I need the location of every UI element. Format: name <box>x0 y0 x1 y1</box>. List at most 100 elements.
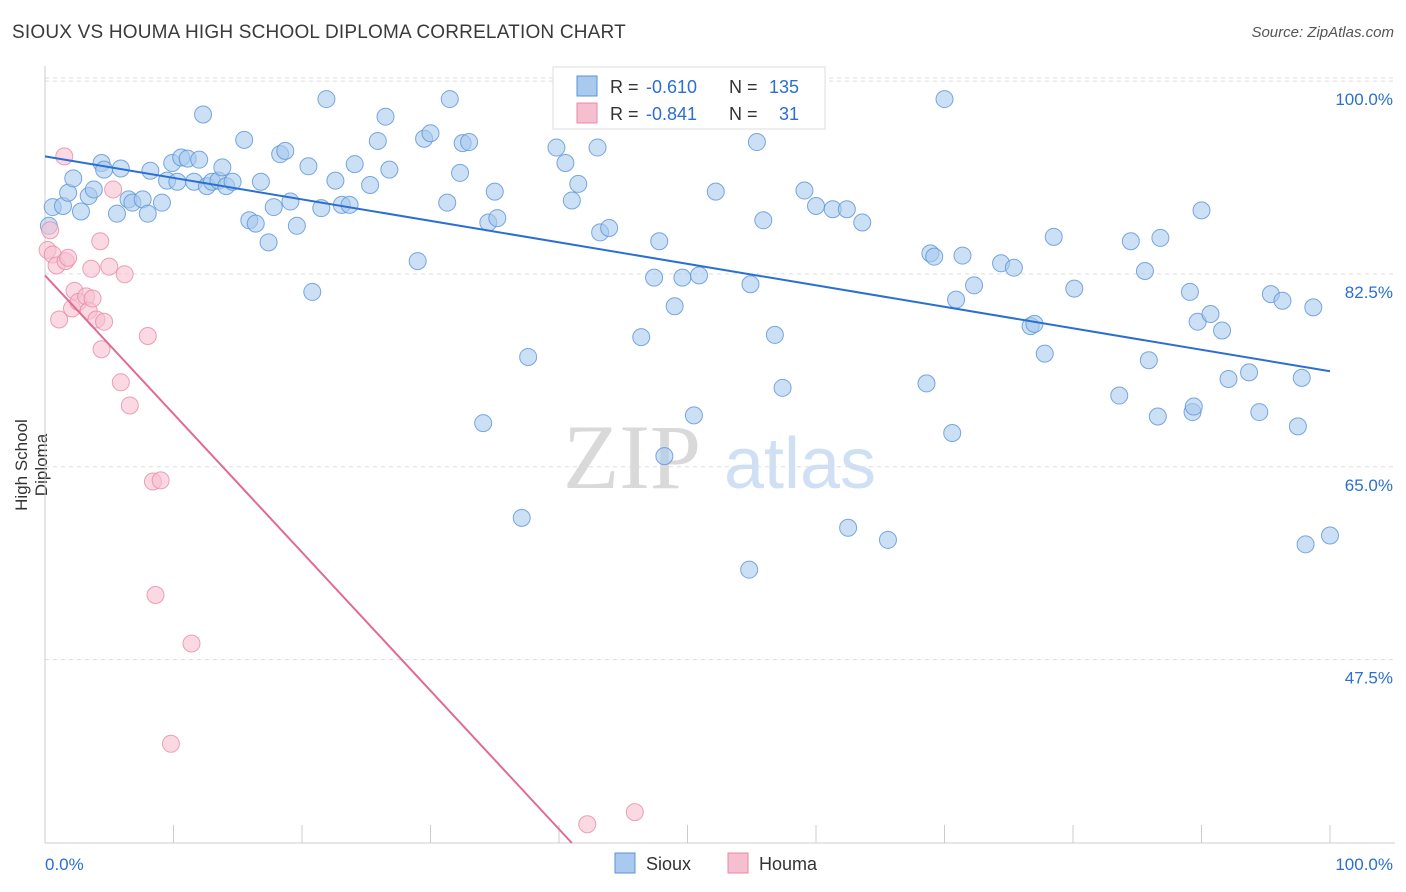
sioux-point <box>361 176 380 195</box>
sioux-point <box>556 153 575 172</box>
sioux-point <box>673 268 692 287</box>
houma-point <box>120 396 139 415</box>
houma-point <box>578 815 597 834</box>
sioux-point <box>690 266 709 285</box>
sioux-point <box>440 90 459 109</box>
sioux-point <box>264 198 283 217</box>
sioux-point <box>1321 526 1339 545</box>
sioux-point <box>488 209 507 228</box>
sioux-point <box>276 141 295 160</box>
sioux-point <box>421 124 440 143</box>
watermark-zip: ZIP <box>563 406 701 508</box>
houma-point <box>182 634 201 653</box>
sioux-point <box>632 328 651 347</box>
houma-legend-label: Houma <box>759 854 818 874</box>
sioux-point <box>547 138 566 157</box>
sioux-point <box>259 233 278 252</box>
chart-title: SIOUX VS HOUMA HIGH SCHOOL DIPLOMA CORRE… <box>12 22 626 43</box>
sioux-point <box>878 530 897 549</box>
sioux-point <box>141 161 160 180</box>
sioux-point <box>747 133 766 152</box>
sioux-point <box>947 290 966 309</box>
sioux-point <box>95 160 114 179</box>
sioux-point <box>368 131 387 150</box>
sioux-point <box>152 193 171 212</box>
sioux-point <box>1025 314 1044 333</box>
sioux-point <box>853 213 872 232</box>
x-tick-label: 100.0% <box>1335 855 1393 874</box>
sioux-point <box>925 247 944 266</box>
stats-legend-box <box>552 66 826 130</box>
sioux-point <box>71 202 90 221</box>
sioux-point <box>1044 227 1063 246</box>
sioux-point <box>1240 363 1259 382</box>
sioux-legend-swatch <box>614 852 636 874</box>
sioux-point <box>1292 368 1311 387</box>
sioux-point <box>837 200 856 219</box>
sioux-point <box>408 252 427 271</box>
sioux-point <box>965 276 984 295</box>
houma-point <box>104 180 123 199</box>
sioux-point <box>754 211 773 230</box>
sioux-point <box>213 158 232 177</box>
houma-point <box>95 312 114 331</box>
sioux-point <box>84 180 103 199</box>
sioux-point <box>1148 407 1167 426</box>
sioux-point <box>1296 535 1315 554</box>
sioux-point <box>1184 397 1203 416</box>
sioux-point <box>1135 261 1154 280</box>
sioux-point <box>303 282 322 301</box>
sioux-point <box>251 172 270 191</box>
sioux-trend-line <box>44 155 1331 373</box>
sioux-point <box>795 181 814 200</box>
sioux-point <box>740 560 759 579</box>
houma-point <box>83 289 102 308</box>
sioux-point <box>650 232 669 251</box>
houma-point <box>146 586 165 605</box>
houma-points <box>38 147 644 834</box>
sioux-point <box>460 133 479 152</box>
sioux-point <box>1035 344 1054 363</box>
sioux-point <box>935 90 954 109</box>
sioux-point <box>1250 403 1269 422</box>
y-tick-label: 47.5% <box>1345 669 1393 688</box>
n-value: 31 <box>779 104 799 124</box>
sioux-point <box>438 193 457 212</box>
sioux-point <box>107 204 126 223</box>
sioux-point <box>326 171 345 190</box>
houma-point <box>151 471 170 490</box>
sioux-point <box>839 518 858 537</box>
sioux-point <box>1304 298 1323 317</box>
sioux-point <box>684 406 703 425</box>
houma-point <box>82 259 101 278</box>
houma-legend-swatch <box>727 852 749 874</box>
sioux-point <box>1151 228 1170 247</box>
y-tick-label: 82.5% <box>1345 283 1393 302</box>
y-tick-label: 100.0% <box>1335 90 1393 109</box>
sioux-point <box>138 204 157 223</box>
sioux-point <box>1065 279 1084 298</box>
sioux-point <box>340 195 359 214</box>
sioux-point <box>706 182 725 201</box>
houma-trend-line <box>44 274 573 844</box>
sioux-point <box>376 107 395 126</box>
sioux-point <box>345 155 364 174</box>
sioux-point <box>1139 351 1158 370</box>
sioux-point <box>1110 386 1129 405</box>
sioux-point <box>317 90 336 109</box>
r-label: R = <box>610 77 639 97</box>
sioux-point <box>1180 282 1199 301</box>
houma-point <box>41 221 60 240</box>
x-tick-label: 0.0% <box>45 855 84 874</box>
sioux-points <box>39 90 1339 579</box>
sioux-point <box>235 130 254 149</box>
sioux-point <box>588 138 607 157</box>
sioux-point <box>1213 321 1232 340</box>
houma-point <box>55 147 74 166</box>
houma-point <box>625 803 644 822</box>
n-value: 135 <box>769 77 799 97</box>
sioux-point <box>474 414 493 433</box>
sioux-point <box>287 216 306 235</box>
sioux-point <box>1201 304 1220 323</box>
